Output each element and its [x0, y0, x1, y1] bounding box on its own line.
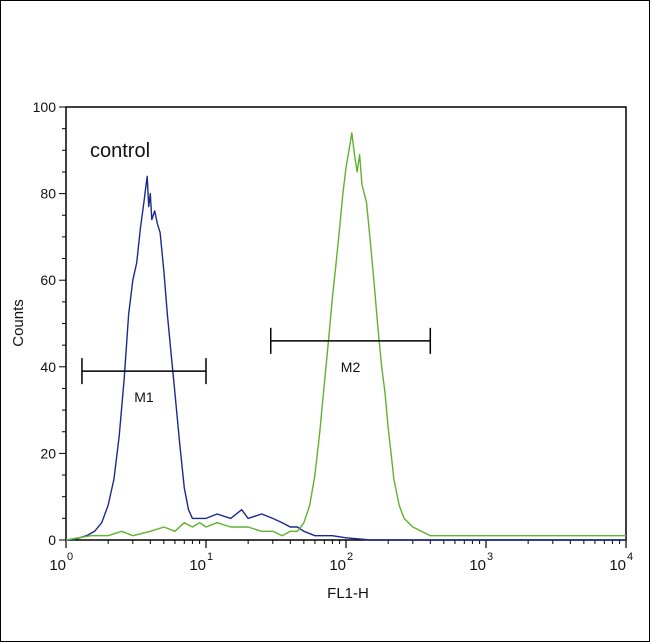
y-tick-label: 100	[33, 99, 57, 115]
y-tick-label: 40	[40, 359, 56, 375]
x-tick-label: 10	[49, 557, 66, 574]
gate-group: M1 M2	[81, 327, 432, 405]
x-tick-label: 10	[609, 557, 626, 574]
x-tick-exponent: 0	[67, 551, 73, 563]
x-tick-exponent: 4	[627, 551, 633, 563]
x-tick-label: 10	[329, 557, 346, 574]
y-tick-label: 80	[40, 186, 56, 202]
x-tick-label: 10	[469, 557, 486, 574]
y-axis-label: Counts	[10, 299, 27, 347]
gate-m2-label: M2	[341, 359, 361, 375]
x-tick-exponent: 2	[347, 551, 353, 563]
x-axis-ticks: 10 0 10 1 10 2 10 3 10 4	[49, 540, 633, 574]
x-tick-exponent: 3	[487, 551, 493, 563]
histogram-series-2	[65, 132, 626, 541]
x-axis-label: FL1-H	[327, 585, 369, 602]
x-tick-label: 10	[189, 557, 206, 574]
control-annotation: control	[90, 140, 150, 162]
y-tick-label: 20	[40, 445, 56, 461]
y-tick-label: 0	[48, 532, 56, 548]
y-tick-label: 60	[40, 272, 56, 288]
series-group	[65, 132, 626, 541]
x-tick-exponent: 1	[207, 551, 213, 563]
gate-m1-label: M1	[134, 389, 154, 405]
y-axis-ticks: 0 20 40 60 80 100	[33, 99, 66, 548]
